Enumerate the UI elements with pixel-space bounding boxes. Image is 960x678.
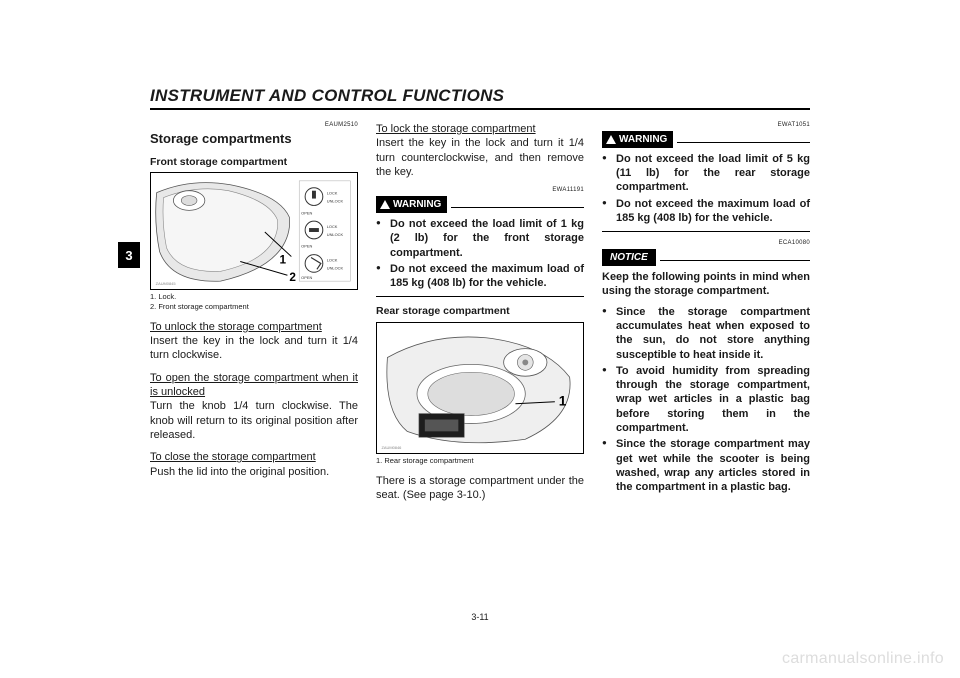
bullet-item: Since the storage compartment may get we… xyxy=(602,437,810,494)
chapter-tab: 3 xyxy=(118,242,140,268)
watermark: carmanualsonline.info xyxy=(782,650,944,668)
manual-page: INSTRUMENT AND CONTROL FUNCTIONS EAUM251… xyxy=(150,86,810,626)
warning-list: Do not exceed the load limit of 1 kg (2 … xyxy=(376,217,584,290)
warning-text: WARNING xyxy=(393,198,441,211)
warning-label: WARNING xyxy=(602,131,673,148)
caption-line: 1. Rear storage compartment xyxy=(376,456,474,465)
bullet-item: Do not exceed the maximum load of 185 kg… xyxy=(376,262,584,291)
figure-caption: 1. Rear storage compartment xyxy=(376,456,584,466)
ref-code: EWAT1051 xyxy=(602,122,810,130)
figure-front-compartment: LOCK UNLOCK OPEN LOCK UNLOCK OPEN LOCK U… xyxy=(150,172,358,290)
page-number: 3-11 xyxy=(471,612,488,622)
caption-line: 2. Front storage compartment xyxy=(150,302,249,311)
warning-triangle-icon xyxy=(380,200,390,209)
body-text: Push the lid into the original position. xyxy=(150,466,329,478)
bullet-item: Do not exceed the load limit of 5 kg (11… xyxy=(602,152,810,195)
notice-rule xyxy=(660,260,810,261)
bullet-item: Do not exceed the load limit of 1 kg (2 … xyxy=(376,217,584,260)
svg-text:LOCK: LOCK xyxy=(327,224,338,229)
warning-rule xyxy=(451,207,584,208)
ref-code: ECA10080 xyxy=(602,240,810,248)
inline-heading: To close the storage compartment xyxy=(150,451,316,463)
svg-text:2: 2 xyxy=(289,271,296,284)
column-1: EAUM2510 Storage compartments Front stor… xyxy=(150,122,358,510)
divider-rule xyxy=(602,231,810,232)
svg-text:OPEN: OPEN xyxy=(301,244,312,249)
warning-rule xyxy=(677,142,810,143)
svg-text:UNLOCK: UNLOCK xyxy=(327,266,344,271)
inline-heading: To open the storage compartment when it … xyxy=(150,372,358,398)
ref-code: EAUM2510 xyxy=(150,122,358,130)
warning-triangle-icon xyxy=(606,135,616,144)
page-title: INSTRUMENT AND CONTROL FUNCTIONS xyxy=(150,86,810,110)
body-text: There is a storage compartment under the… xyxy=(376,474,584,503)
notice-intro: Keep the following points in mind when u… xyxy=(602,270,810,299)
notice-label: NOTICE xyxy=(602,249,656,266)
column-2: To lock the storage compartment Insert t… xyxy=(376,122,584,510)
ref-code: EWA11191 xyxy=(376,187,584,195)
column-3: EWAT1051 WARNING Do not exceed the load … xyxy=(602,122,810,510)
figure-rear-compartment: 1 ZAUM0846 xyxy=(376,322,584,454)
inline-heading: To unlock the storage compartment xyxy=(150,321,322,333)
svg-text:ZAUM0846: ZAUM0846 xyxy=(382,445,403,450)
figure-caption: 1. Lock. 2. Front storage compartment xyxy=(150,292,358,312)
svg-text:ZAUM0845: ZAUM0845 xyxy=(156,281,177,286)
bullet-item: Since the storage compartment accumulate… xyxy=(602,305,810,362)
sub-heading: Rear storage compartment xyxy=(376,305,584,319)
divider-rule xyxy=(376,296,584,297)
svg-text:1: 1 xyxy=(559,394,567,409)
warning-label: WARNING xyxy=(376,196,447,213)
content-columns: EAUM2510 Storage compartments Front stor… xyxy=(150,122,810,510)
notice-list: Since the storage compartment accumulate… xyxy=(602,305,810,495)
bullet-item: To avoid humidity from spreading through… xyxy=(602,364,810,435)
body-text: Turn the knob 1/4 turn clockwise. The kn… xyxy=(150,400,358,441)
warning-banner: WARNING xyxy=(602,131,810,148)
svg-text:LOCK: LOCK xyxy=(327,191,338,196)
section-heading: Storage compartments xyxy=(150,131,358,148)
svg-text:OPEN: OPEN xyxy=(301,211,312,216)
svg-text:UNLOCK: UNLOCK xyxy=(327,232,344,237)
body-text: Insert the key in the lock and turn it 1… xyxy=(150,335,358,361)
sub-heading: Front storage compartment xyxy=(150,156,358,170)
svg-text:1: 1 xyxy=(280,254,287,267)
notice-banner: NOTICE xyxy=(602,249,810,266)
svg-text:OPEN: OPEN xyxy=(301,275,312,280)
warning-text: WARNING xyxy=(619,133,667,146)
caption-line: 1. Lock. xyxy=(150,292,176,301)
svg-text:LOCK: LOCK xyxy=(327,258,338,263)
warning-banner: WARNING xyxy=(376,196,584,213)
warning-list: Do not exceed the load limit of 5 kg (11… xyxy=(602,152,810,225)
inline-heading: To lock the storage compartment xyxy=(376,123,536,135)
bullet-item: Do not exceed the maximum load of 185 kg… xyxy=(602,197,810,226)
body-text: Insert the key in the lock and turn it 1… xyxy=(376,137,584,178)
svg-text:UNLOCK: UNLOCK xyxy=(327,199,344,204)
